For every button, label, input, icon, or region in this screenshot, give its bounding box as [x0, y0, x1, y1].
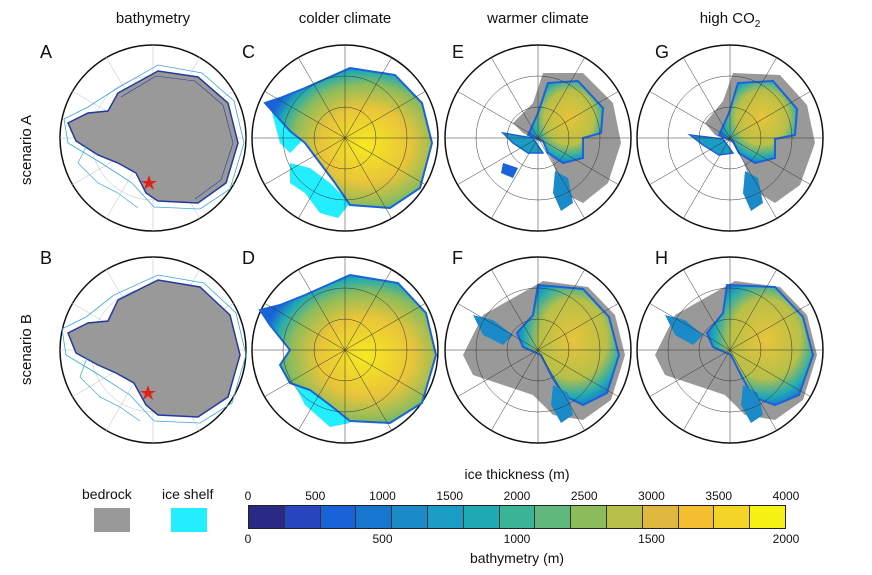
- colorbar-segment: [463, 506, 500, 528]
- row-label-scenario-a: scenario A: [18, 114, 35, 185]
- colorbar-segment: [571, 506, 607, 528]
- colorbar: [248, 505, 786, 529]
- colorbar-segment: [678, 506, 715, 528]
- map-panel-c: [251, 44, 439, 232]
- panel-label-d: D: [242, 248, 255, 268]
- panel-label-h: H: [655, 248, 668, 268]
- panel-label-a: A: [40, 42, 53, 62]
- bathymetry-tick-label: 1500: [638, 532, 665, 546]
- bathymetry-tick-label: 0: [244, 532, 252, 546]
- ice-thickness-tick-label: 1000: [369, 489, 396, 503]
- colorbar-segment: [499, 506, 536, 528]
- ice-thickness-tick-label: 1500: [436, 489, 464, 503]
- column-title-bathymetry: bathymetry: [115, 10, 191, 27]
- colorbar-segment: [392, 506, 428, 528]
- colorbar-segment: [320, 506, 357, 528]
- map-panel-b: [59, 256, 247, 444]
- colorbar-segment: [249, 506, 285, 528]
- column-title-warmer-climate: warmer climate: [487, 10, 589, 27]
- colorbar-segment: [642, 506, 679, 528]
- column-title-high-co2: high CO2: [699, 10, 761, 30]
- map-panel-e: [444, 44, 632, 232]
- panel-label-g: G: [655, 42, 670, 62]
- ice-thickness-tick-label: 2000: [503, 489, 531, 503]
- colorbar-segment: [427, 506, 464, 528]
- map-panel-a: [59, 44, 247, 232]
- ice-thickness-tick-label: 500: [305, 489, 326, 503]
- legend-label-ice-shelf: ice shelf: [162, 486, 214, 502]
- panel-label-b: B: [40, 248, 53, 268]
- bathymetry-tick-label: 2000: [772, 532, 800, 546]
- colorbar-segment: [714, 506, 751, 528]
- legend-label-bedrock: bedrock: [82, 486, 132, 502]
- legend-swatch-bedrock: [94, 508, 130, 532]
- colorbar-title-bathymetry: bathymetry (m): [469, 550, 565, 566]
- ice-thickness-tick-label: 2500: [570, 489, 598, 503]
- map-panel-d: [251, 256, 439, 444]
- map-panel-h: [636, 256, 824, 444]
- row-label-scenario-b: scenario B: [18, 314, 35, 385]
- ice-thickness-tick-label: 4000: [772, 489, 800, 503]
- panel-label-c: C: [242, 42, 255, 62]
- colorbar-title-ice-thickness: ice thickness (m): [464, 466, 570, 482]
- star-marker-icon: [141, 175, 157, 190]
- bathymetry-tick-label: 500: [372, 532, 393, 546]
- ice-thickness-tick-label: 3500: [705, 489, 733, 503]
- ice-thickness-tick-label: 3000: [638, 489, 665, 503]
- star-marker-icon: [140, 385, 156, 400]
- panel-label-e: E: [452, 42, 465, 62]
- colorbar-segment: [535, 506, 572, 528]
- colorbar-segment: [750, 506, 785, 528]
- map-panel-f: [444, 256, 632, 444]
- colorbar-segment: [284, 506, 321, 528]
- bathymetry-tick-label: 1000: [503, 532, 531, 546]
- legend-swatch-ice-shelf: [171, 508, 207, 532]
- ice-thickness-tick-label: 0: [244, 489, 252, 503]
- column-title-colder-climate: colder climate: [298, 10, 392, 27]
- colorbar-segment: [356, 506, 393, 528]
- panel-label-f: F: [452, 248, 463, 268]
- map-panel-g: [636, 44, 824, 232]
- colorbar-segment: [606, 506, 643, 528]
